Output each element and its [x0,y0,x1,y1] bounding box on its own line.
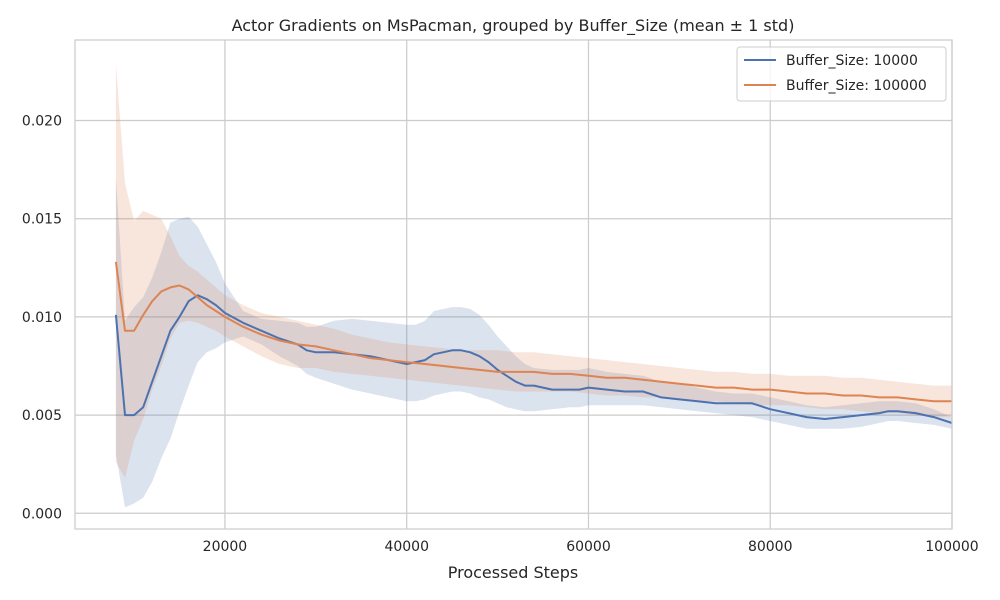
legend-label-buffer-10000: Buffer_Size: 10000 [786,53,918,69]
y-tick-label: 0.005 [22,408,62,424]
x-tick-label: 20000 [203,539,248,555]
x-tick-label: 40000 [384,539,429,555]
x-axis-label: Processed Steps [448,563,579,582]
y-tick-labels: 0.000 0.005 0.010 0.015 0.020 [22,114,62,523]
std-bands [115,63,952,508]
mean-line-series-0 [114,294,953,424]
grid-lines [75,40,953,529]
x-tick-labels: 20000 40000 60000 80000 100000 [203,539,979,555]
y-tick-label: 0.020 [22,114,62,130]
series-lines [114,261,953,424]
legend-label-buffer-100000: Buffer_Size: 100000 [786,78,927,94]
std-band-series-1 [115,63,952,478]
mean-line-series-1 [114,261,952,403]
legend-box [736,46,947,102]
std-band-series-0 [115,177,952,508]
x-tick-label: 100000 [925,539,978,555]
y-tick-label: 0.000 [22,506,62,522]
y-tick-label: 0.010 [22,310,62,326]
x-tick-label: 80000 [748,539,793,555]
plot-frame [74,39,953,530]
y-tick-label: 0.015 [22,212,62,228]
x-tick-label: 60000 [566,539,611,555]
chart-title: Actor Gradients on MsPacman, grouped by … [232,16,795,36]
legend: Buffer_Size: 10000 Buffer_Size: 100000 [736,46,947,102]
